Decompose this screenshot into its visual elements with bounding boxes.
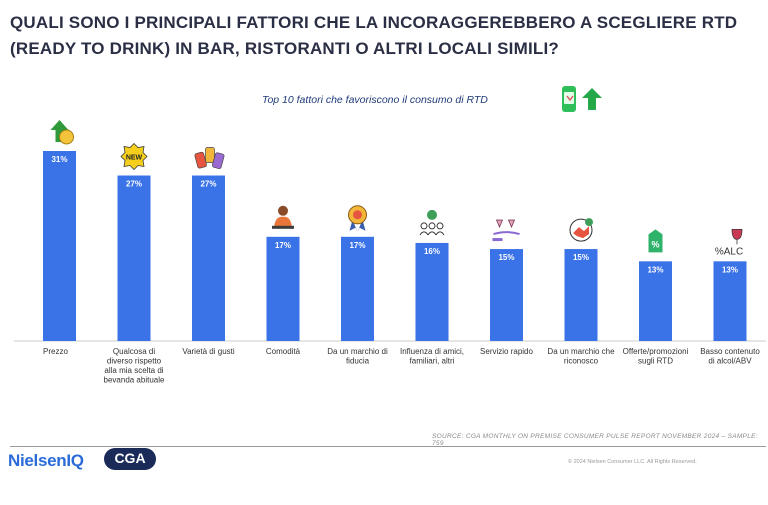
bar-4 <box>266 236 300 341</box>
data-label-8: 15% <box>573 253 589 262</box>
bar-6 <box>415 242 449 341</box>
category-label-5: Da un marchio di fiducia <box>327 347 388 366</box>
data-label-10: 13% <box>722 265 738 274</box>
award-badge-icon <box>348 205 367 232</box>
new-badge-icon: NEW <box>120 142 148 171</box>
category-label-3: Varietà di gusti <box>182 347 235 356</box>
page-title: QUALI SONO I PRINCIPALI FATTORI CHE LA I… <box>10 13 738 58</box>
source-note: SOURCE: CGA MONTHLY ON PREMISE CONSUMER … <box>432 433 758 447</box>
discount-tag-icon: % <box>648 229 663 253</box>
bar-10 <box>713 261 747 341</box>
bar-1 <box>43 151 76 341</box>
category-label-4: Comodità <box>266 347 301 356</box>
cans-icon <box>194 147 225 169</box>
svg-text:%ALC: %ALC <box>715 246 743 257</box>
category-label-10: Basso contenuto di alcol/ABV <box>700 347 760 366</box>
group-icon <box>419 209 445 236</box>
category-label-6: Influenza di amici, familiari, altri <box>400 347 464 366</box>
nielseniq-logo: NielsenIQ <box>8 451 84 470</box>
rtd-can-up-icon <box>562 86 602 112</box>
category-label-9: Offerte/promozioni sugli RTD <box>623 347 689 366</box>
money-up-icon <box>50 120 74 145</box>
chart-title: Top 10 fattori che favoriscono il consum… <box>262 94 488 106</box>
data-label-4: 17% <box>275 241 291 250</box>
footer-divider <box>10 446 766 447</box>
category-label-7: Servizio rapido <box>480 347 533 356</box>
category-label-8: Da un marchio che riconosco <box>547 347 615 366</box>
data-label-5: 17% <box>349 241 365 250</box>
category-label-1: Prezzo <box>43 347 68 356</box>
data-label-7: 15% <box>498 253 514 262</box>
bar-5 <box>341 236 374 341</box>
brand-handshake-icon <box>569 218 593 242</box>
drinks-tray-icon <box>492 219 520 242</box>
bar-7 <box>490 249 523 341</box>
data-label-6: 16% <box>424 247 440 256</box>
svg-text:%: % <box>651 239 659 249</box>
relaxing-person-icon <box>272 205 294 229</box>
bar-chart: 31% Prezzo 27% NEW Qualcosa di diverso rispet… <box>14 120 766 385</box>
bar-2 <box>117 175 151 341</box>
category-label-2: Qualcosa di diverso rispetto alla mia scel… <box>104 347 165 385</box>
bar-9 <box>639 261 672 341</box>
alc-glass-icon: %ALC <box>715 228 743 257</box>
copyright-text: © 2024 Nielsen Consumer LLC. All Rights … <box>568 459 697 465</box>
bar-3 <box>192 175 225 341</box>
bar-8 <box>564 249 598 341</box>
data-label-2: 27% <box>126 180 142 189</box>
cga-logo: CGA <box>104 448 156 470</box>
data-label-9: 13% <box>647 265 663 274</box>
data-label-3: 27% <box>200 180 216 189</box>
data-label-1: 31% <box>51 155 67 164</box>
svg-text:NEW: NEW <box>126 155 143 162</box>
